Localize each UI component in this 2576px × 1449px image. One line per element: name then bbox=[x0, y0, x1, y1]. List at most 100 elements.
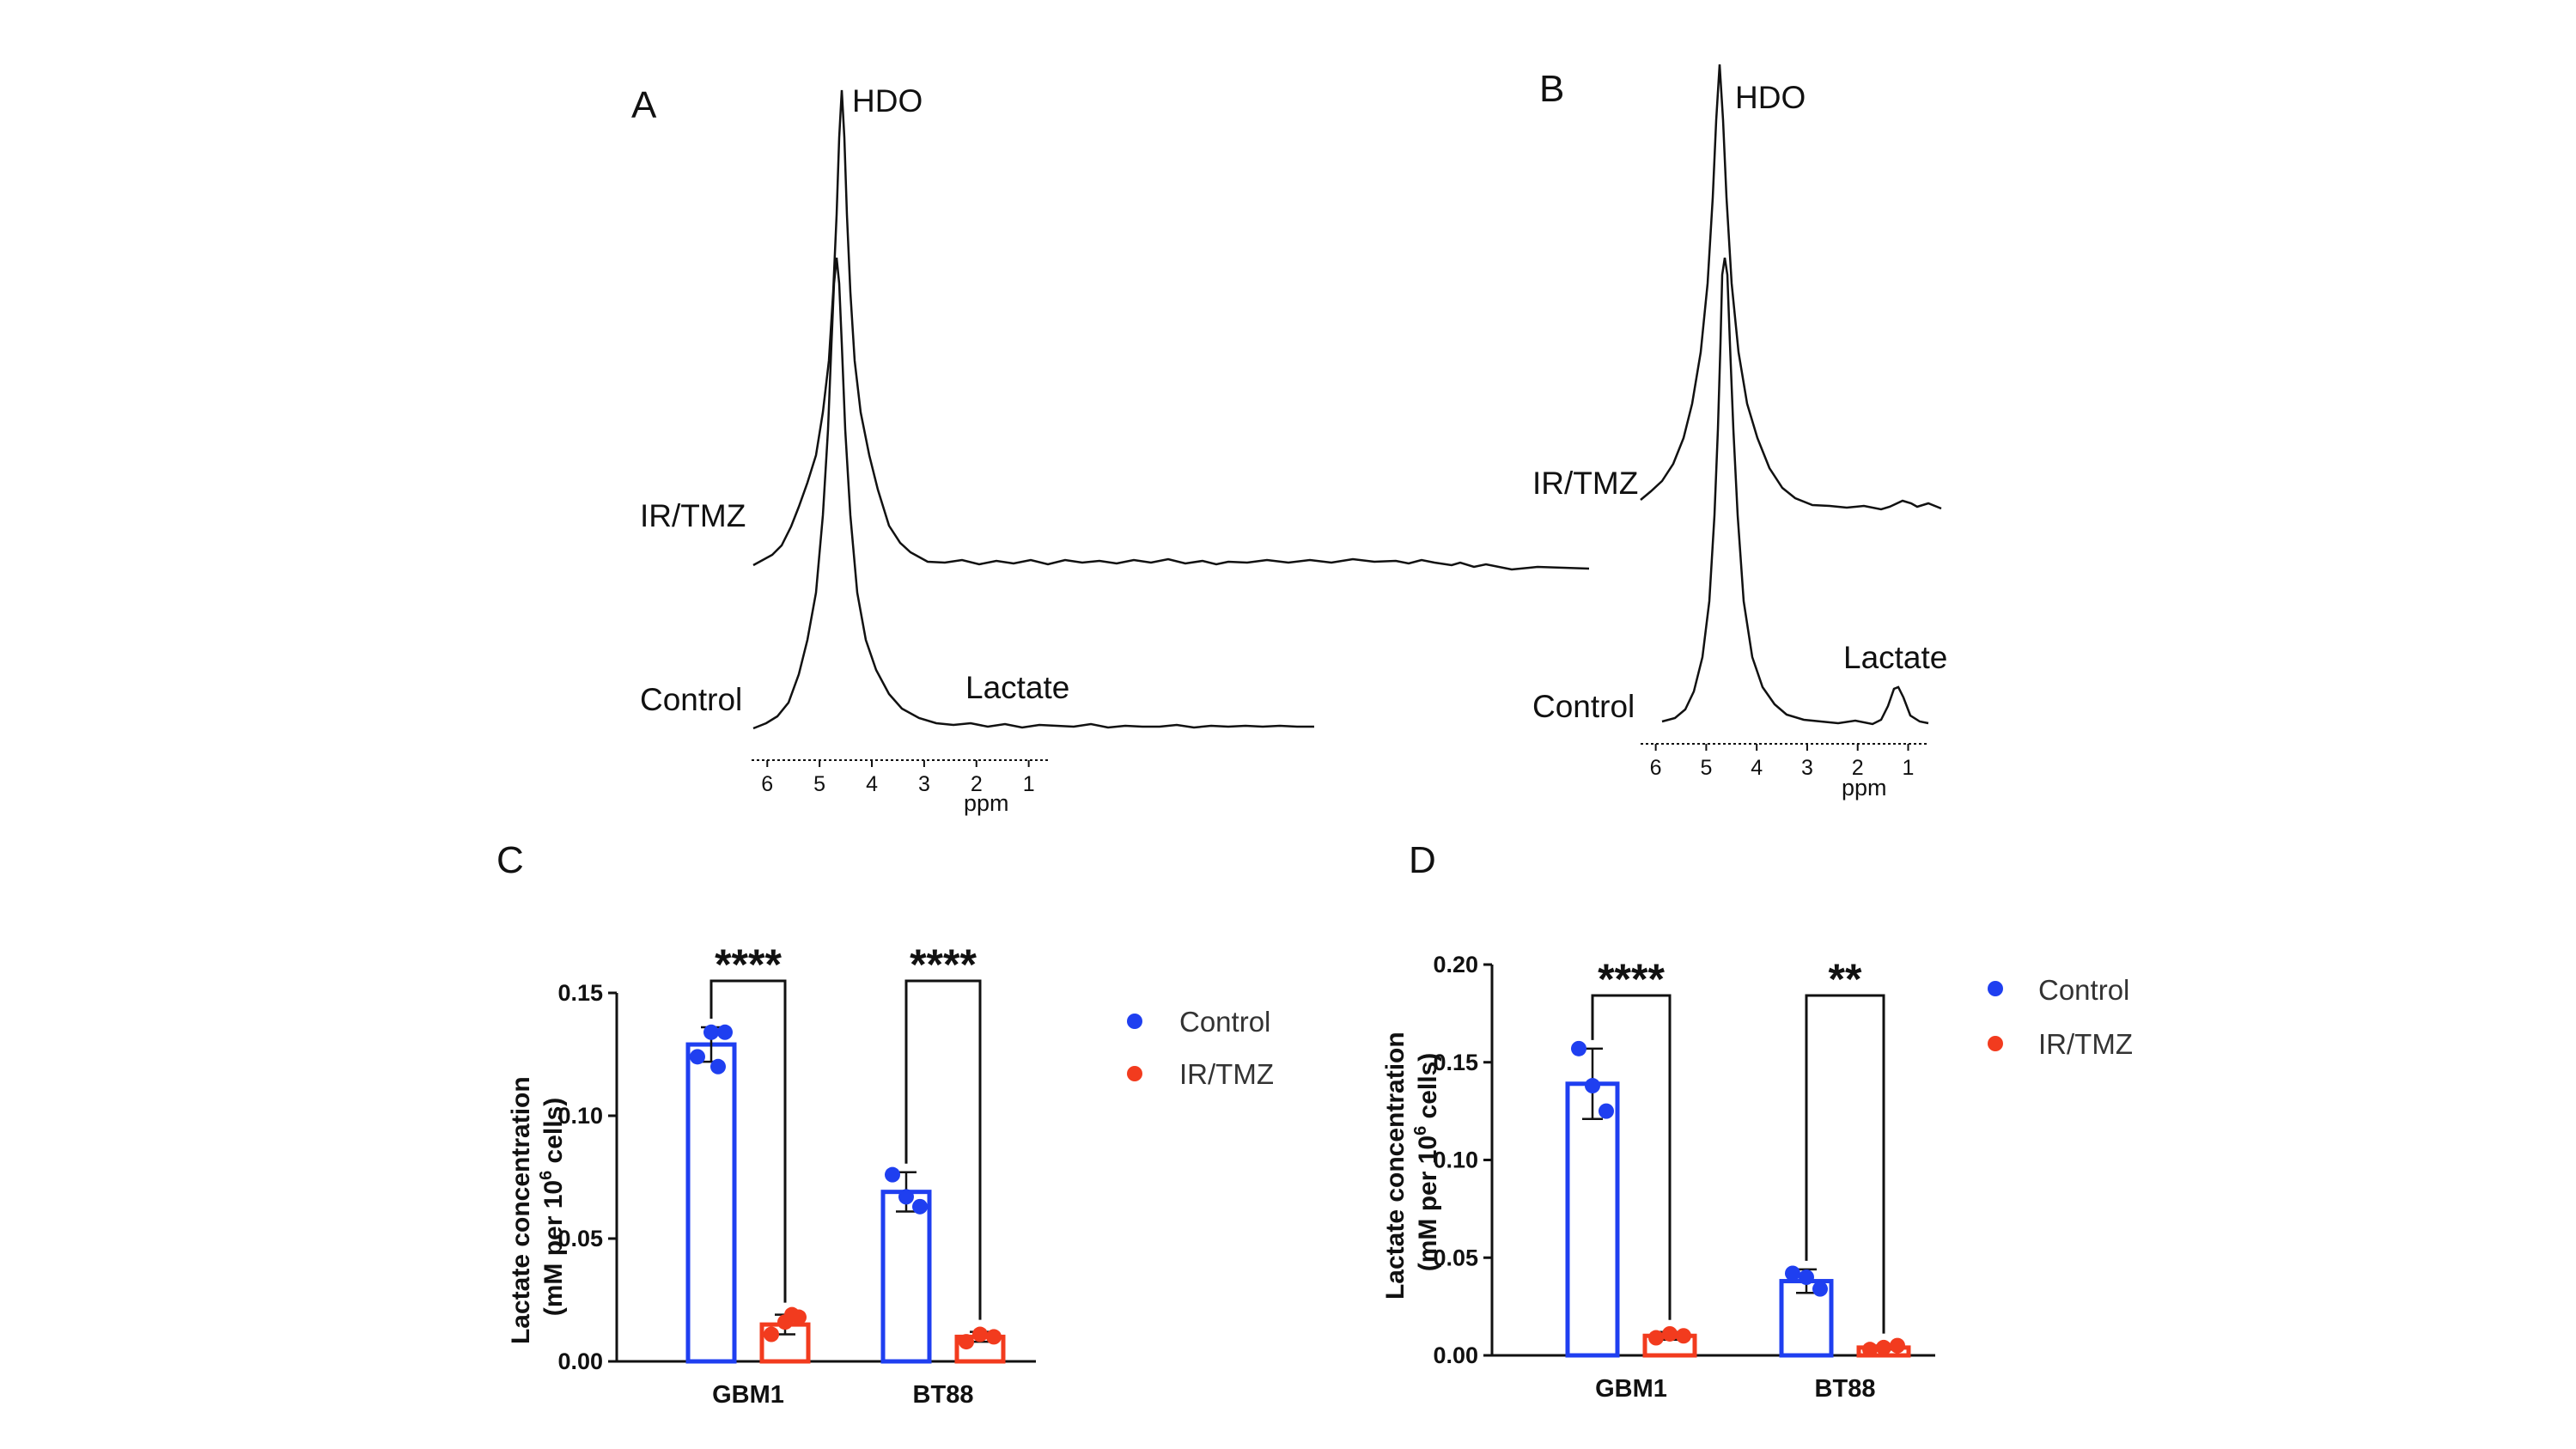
y-axis-label-d-line2-end: cells) bbox=[1414, 1053, 1442, 1126]
chart-c-point-gbm1-control-0 bbox=[690, 1049, 705, 1065]
x-axis-a-tick-label-3: 3 bbox=[918, 772, 930, 796]
chart-c-category-label-1: BT88 bbox=[913, 1381, 974, 1409]
y-axis-label-d-line2: (mM per 10 bbox=[1414, 1135, 1442, 1271]
legend-c-irtmz-label: IR/TMZ bbox=[1179, 1058, 1274, 1090]
chart-d-point-gbm1-control-1 bbox=[1585, 1078, 1600, 1094]
panel-c: C 0.00 0.05 0.10 0.15 GBM1 **** BT88 **** Lacta… bbox=[496, 839, 1274, 1409]
legend-c-control-marker bbox=[1127, 1014, 1142, 1029]
chart-c-y-tick-label-2: 0.10 bbox=[557, 1103, 603, 1129]
legend-c: Control IR/TMZ bbox=[1127, 1006, 1274, 1090]
chart-c-point-bt88-control-2 bbox=[912, 1198, 928, 1215]
y-axis-label-d-line1: Lactate concentration bbox=[1381, 1032, 1410, 1300]
legend-d-control-label: Control bbox=[2038, 974, 2129, 1006]
x-axis-a-tick-label-4: 2 bbox=[971, 772, 983, 796]
chart-d-point-bt88-control-1 bbox=[1799, 1269, 1814, 1285]
spectrum-line-control-a bbox=[752, 257, 1314, 730]
chart-c-point-gbm1-irtmz-3 bbox=[784, 1306, 800, 1323]
chart-c-point-gbm1-control-3 bbox=[710, 1058, 726, 1075]
y-axis-label-c-line2: (mM per 10 bbox=[539, 1180, 568, 1316]
chart-d-y-tick-label-2: 0.10 bbox=[1433, 1148, 1478, 1173]
spectrum-line-irtmz-b bbox=[1640, 64, 1942, 511]
chart-d-point-gbm1-irtmz-2 bbox=[1676, 1328, 1691, 1344]
chart-d-point-bt88-irtmz-2 bbox=[1890, 1337, 1905, 1354]
x-axis-a-tick-label-1: 5 bbox=[813, 772, 825, 796]
chart-c-sig-bracket-0 bbox=[709, 979, 787, 1303]
chart-c-y-tick-label-3: 0.15 bbox=[557, 980, 603, 1006]
chart-d-point-bt88-irtmz-1 bbox=[1876, 1339, 1891, 1355]
legend-d-irtmz-marker bbox=[1988, 1036, 2003, 1051]
y-axis-label-d: Lactate concentration (mM per 106 cells) bbox=[1381, 1025, 1442, 1300]
series-label-control-b: Control bbox=[1532, 689, 1635, 724]
chart-d-bar-gbm1-control bbox=[1565, 1081, 1620, 1358]
chart-c-sig-label-1: **** bbox=[910, 941, 977, 989]
chart-d-sig-label-0: **** bbox=[1598, 955, 1665, 1003]
series-label-control-a: Control bbox=[640, 682, 742, 717]
legend-c-control-label: Control bbox=[1179, 1006, 1270, 1038]
x-axis-label-a: ppm bbox=[964, 790, 1009, 816]
chart-d-y-tick-label-3: 0.15 bbox=[1433, 1050, 1478, 1075]
panel-d: D 0.00 0.05 0.10 0.15 0.20 GBM1 **** BT88 ** Lac… bbox=[1381, 839, 2133, 1403]
chart-c-sig-bracket-1 bbox=[904, 979, 982, 1320]
x-axis-b-tick-label-3: 3 bbox=[1801, 756, 1813, 780]
chart-d-category-label-0: GBM1 bbox=[1595, 1375, 1667, 1403]
chart-c-y-tick-label-1: 0.05 bbox=[557, 1226, 603, 1251]
panel-a: A HDO IR/TMZ Control Lactate 6 5 4 3 2 1 ppm bbox=[631, 83, 1590, 816]
chart-c-point-bt88-irtmz-1 bbox=[972, 1326, 988, 1342]
y-axis-label-c-line2-end: cells) bbox=[539, 1098, 568, 1171]
x-axis-a-tick-label-0: 6 bbox=[761, 772, 773, 796]
lactate-label-b: Lactate bbox=[1843, 640, 1947, 675]
series-label-irtmz-a: IR/TMZ bbox=[640, 498, 746, 533]
chart-c-y-tick-label-0: 0.00 bbox=[557, 1349, 603, 1374]
spectrum-line-control-b bbox=[1661, 257, 1929, 726]
chart-c-category-label-0: GBM1 bbox=[712, 1381, 784, 1409]
x-axis-b-tick-label-5: 1 bbox=[1903, 756, 1915, 780]
chart-c-point-bt88-control-1 bbox=[898, 1189, 914, 1205]
x-axis-b-tick-label-4: 2 bbox=[1852, 756, 1864, 780]
panel-letter-a: A bbox=[631, 84, 657, 126]
chart-c-bar-bt88-control bbox=[880, 1190, 932, 1364]
chart-d-sig-label-1: ** bbox=[1829, 955, 1862, 1003]
panel-letter-b: B bbox=[1539, 68, 1564, 110]
hdo-label-b: HDO bbox=[1735, 80, 1806, 115]
legend-c-irtmz-marker bbox=[1127, 1066, 1142, 1081]
chart-d-point-gbm1-irtmz-1 bbox=[1662, 1325, 1678, 1342]
chart-d-sig-bracket-1 bbox=[1805, 994, 1885, 1334]
chart-d-point-bt88-control-0 bbox=[1785, 1265, 1800, 1282]
hdo-label-a: HDO bbox=[852, 83, 923, 119]
x-axis-a-tick-label-2: 4 bbox=[866, 772, 878, 796]
legend-d-control-marker bbox=[1988, 981, 2003, 996]
chart-d-y-tick-label-0: 0.00 bbox=[1433, 1342, 1478, 1368]
chart-c-point-gbm1-control-1 bbox=[703, 1024, 719, 1040]
chart-c-point-bt88-control-0 bbox=[885, 1166, 900, 1183]
chart-c-point-bt88-irtmz-2 bbox=[986, 1329, 1002, 1345]
chart-d-point-bt88-irtmz-0 bbox=[1862, 1342, 1878, 1358]
chart-d-point-bt88-control-2 bbox=[1812, 1281, 1828, 1297]
series-label-irtmz-b: IR/TMZ bbox=[1532, 466, 1638, 501]
chart-d-point-gbm1-control-2 bbox=[1599, 1103, 1614, 1119]
chart-d-sig-bracket-0 bbox=[1591, 994, 1672, 1320]
x-axis-label-b: ppm bbox=[1842, 775, 1887, 801]
lactate-label-a: Lactate bbox=[965, 670, 1069, 705]
chart-c-sig-label-0: **** bbox=[715, 941, 782, 989]
legend-d-irtmz-label: IR/TMZ bbox=[2038, 1028, 2133, 1060]
x-axis-b-tick-label-1: 5 bbox=[1700, 756, 1712, 780]
chart-c-point-gbm1-control-2 bbox=[717, 1024, 733, 1040]
chart-d-category-label-1: BT88 bbox=[1815, 1375, 1876, 1403]
panel-letter-c: C bbox=[496, 839, 524, 881]
panel-letter-d: D bbox=[1409, 839, 1436, 881]
y-axis-label-c: Lactate concentration (mM per 106 cells) bbox=[507, 1069, 568, 1344]
chart-d-point-gbm1-irtmz-0 bbox=[1648, 1330, 1664, 1346]
x-axis-b-tick-label-0: 6 bbox=[1650, 756, 1662, 780]
x-axis-b-tick-label-2: 4 bbox=[1751, 756, 1763, 780]
chart-c-point-bt88-irtmz-0 bbox=[959, 1334, 974, 1350]
chart-d-y-tick-label-4: 0.20 bbox=[1433, 952, 1478, 977]
spectrum-line-irtmz-a bbox=[752, 89, 1590, 571]
chart-d-y-tick-label-1: 0.05 bbox=[1433, 1245, 1478, 1270]
panel-b: B HDO IR/TMZ Control Lactate 6 5 4 3 2 1 ppm bbox=[1532, 64, 1947, 801]
chart-c-bar-gbm1-control bbox=[685, 1042, 737, 1364]
chart-c-point-gbm1-irtmz-0 bbox=[764, 1326, 779, 1342]
y-axis-label-c-line1: Lactate concentration bbox=[507, 1076, 535, 1344]
y-axis-label-d-sup: 6 bbox=[1411, 1126, 1430, 1135]
legend-d: Control IR/TMZ bbox=[1988, 974, 2133, 1060]
